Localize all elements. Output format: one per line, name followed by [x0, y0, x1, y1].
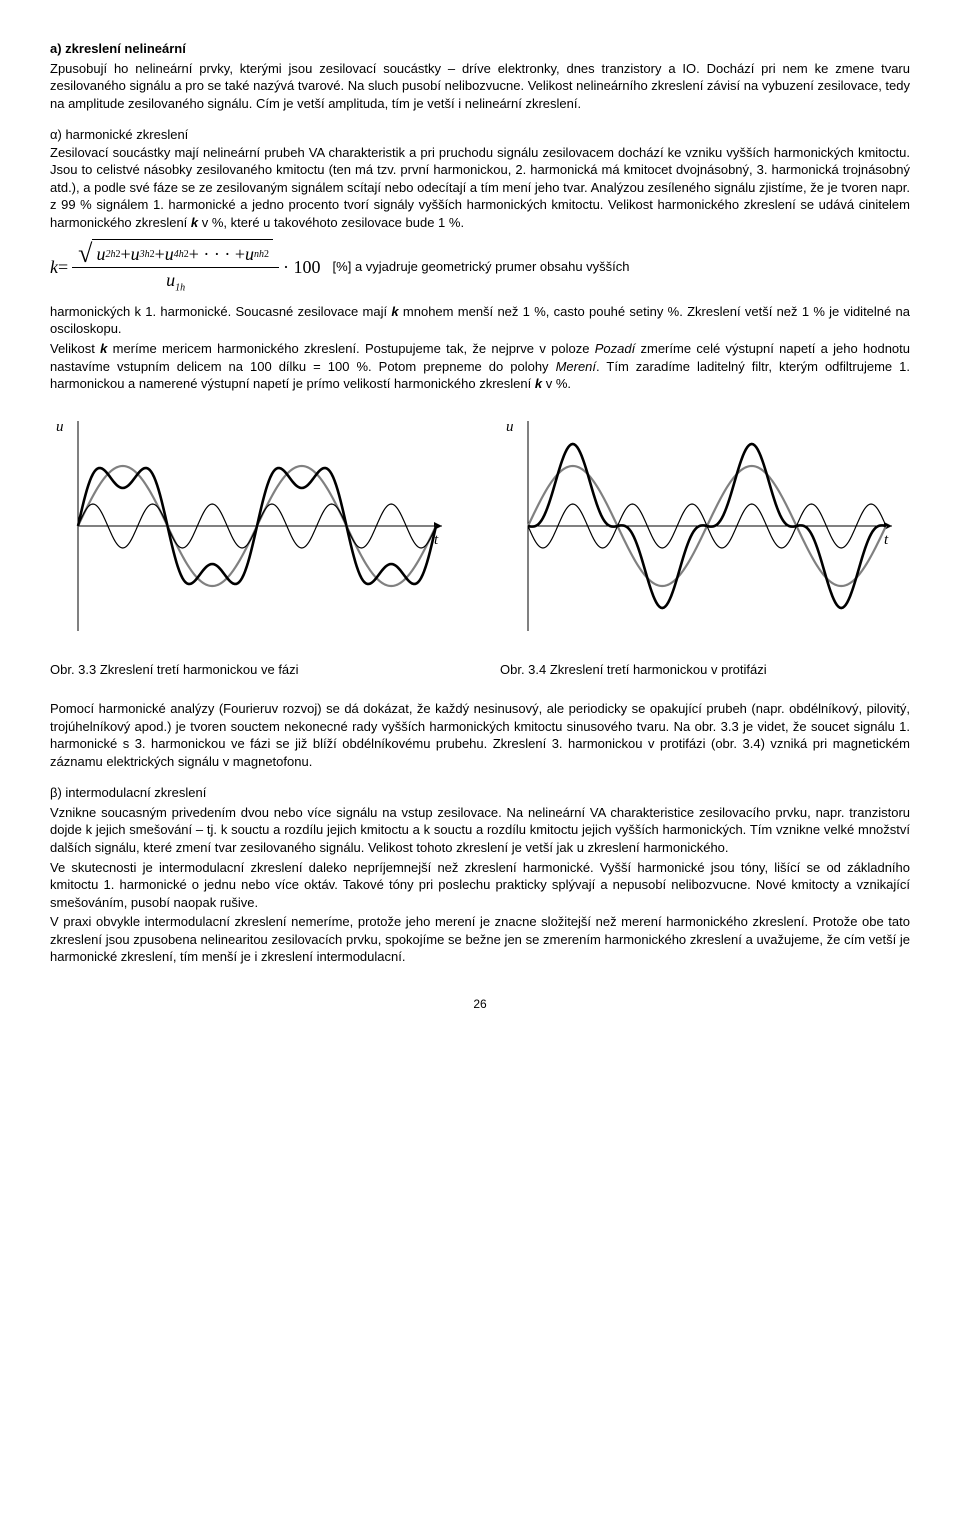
chart-3-3: ut [50, 411, 450, 641]
para-7: Ve skutecnosti je intermodulacní zkresle… [50, 859, 910, 912]
beta-heading: β) intermodulacní zkreslení [50, 784, 910, 802]
svg-text:t: t [434, 532, 439, 548]
para-8: V praxi obvykle intermodulacní zkreslení… [50, 913, 910, 966]
figure-3-4: ut [500, 411, 910, 641]
page-number: 26 [50, 996, 910, 1012]
heading-a: a) zkreslení nelineární [50, 40, 910, 58]
formula-rhs: [%] a vyjadruje geometrický prumer obsah… [321, 258, 910, 276]
caption-3-4: Obr. 3.4 Zkreslení tretí harmonickou v p… [500, 661, 910, 679]
para-5: Pomocí harmonické analýzy (Fourieruv roz… [50, 700, 910, 770]
figure-3-3: ut [50, 411, 460, 641]
captions-row: Obr. 3.3 Zkreslení tretí harmonickou ve … [50, 661, 910, 679]
caption-3-3: Obr. 3.3 Zkreslení tretí harmonickou ve … [50, 661, 460, 679]
para-6: Vznikne soucasným privedením dvou nebo v… [50, 804, 910, 857]
svg-text:u: u [56, 419, 64, 435]
alpha-block: α) harmonické zkreslení Zesilovací soucá… [50, 126, 910, 231]
para-2a: Zesilovací soucástky mají nelineární pru… [50, 145, 910, 230]
para-2b: v %, které u takovéhoto zesilovace bude … [198, 215, 464, 230]
alpha-heading: α) harmonické zkreslení [50, 127, 188, 142]
para-3: harmonických k 1. harmonické. Soucasné z… [50, 303, 910, 338]
figures-row: ut ut [50, 411, 910, 641]
para-1: Zpusobují ho nelineární prvky, kterými j… [50, 60, 910, 113]
formula-row: k = √ u2h2 + u3h2 + u4h2 + · · · + unh2 [50, 239, 910, 294]
svg-text:u: u [506, 419, 514, 435]
svg-text:t: t [884, 532, 889, 548]
chart-3-4: ut [500, 411, 900, 641]
para-4: Velikost k meríme mericem harmonického z… [50, 340, 910, 393]
formula: k = √ u2h2 + u3h2 + u4h2 + · · · + unh2 [50, 239, 321, 294]
